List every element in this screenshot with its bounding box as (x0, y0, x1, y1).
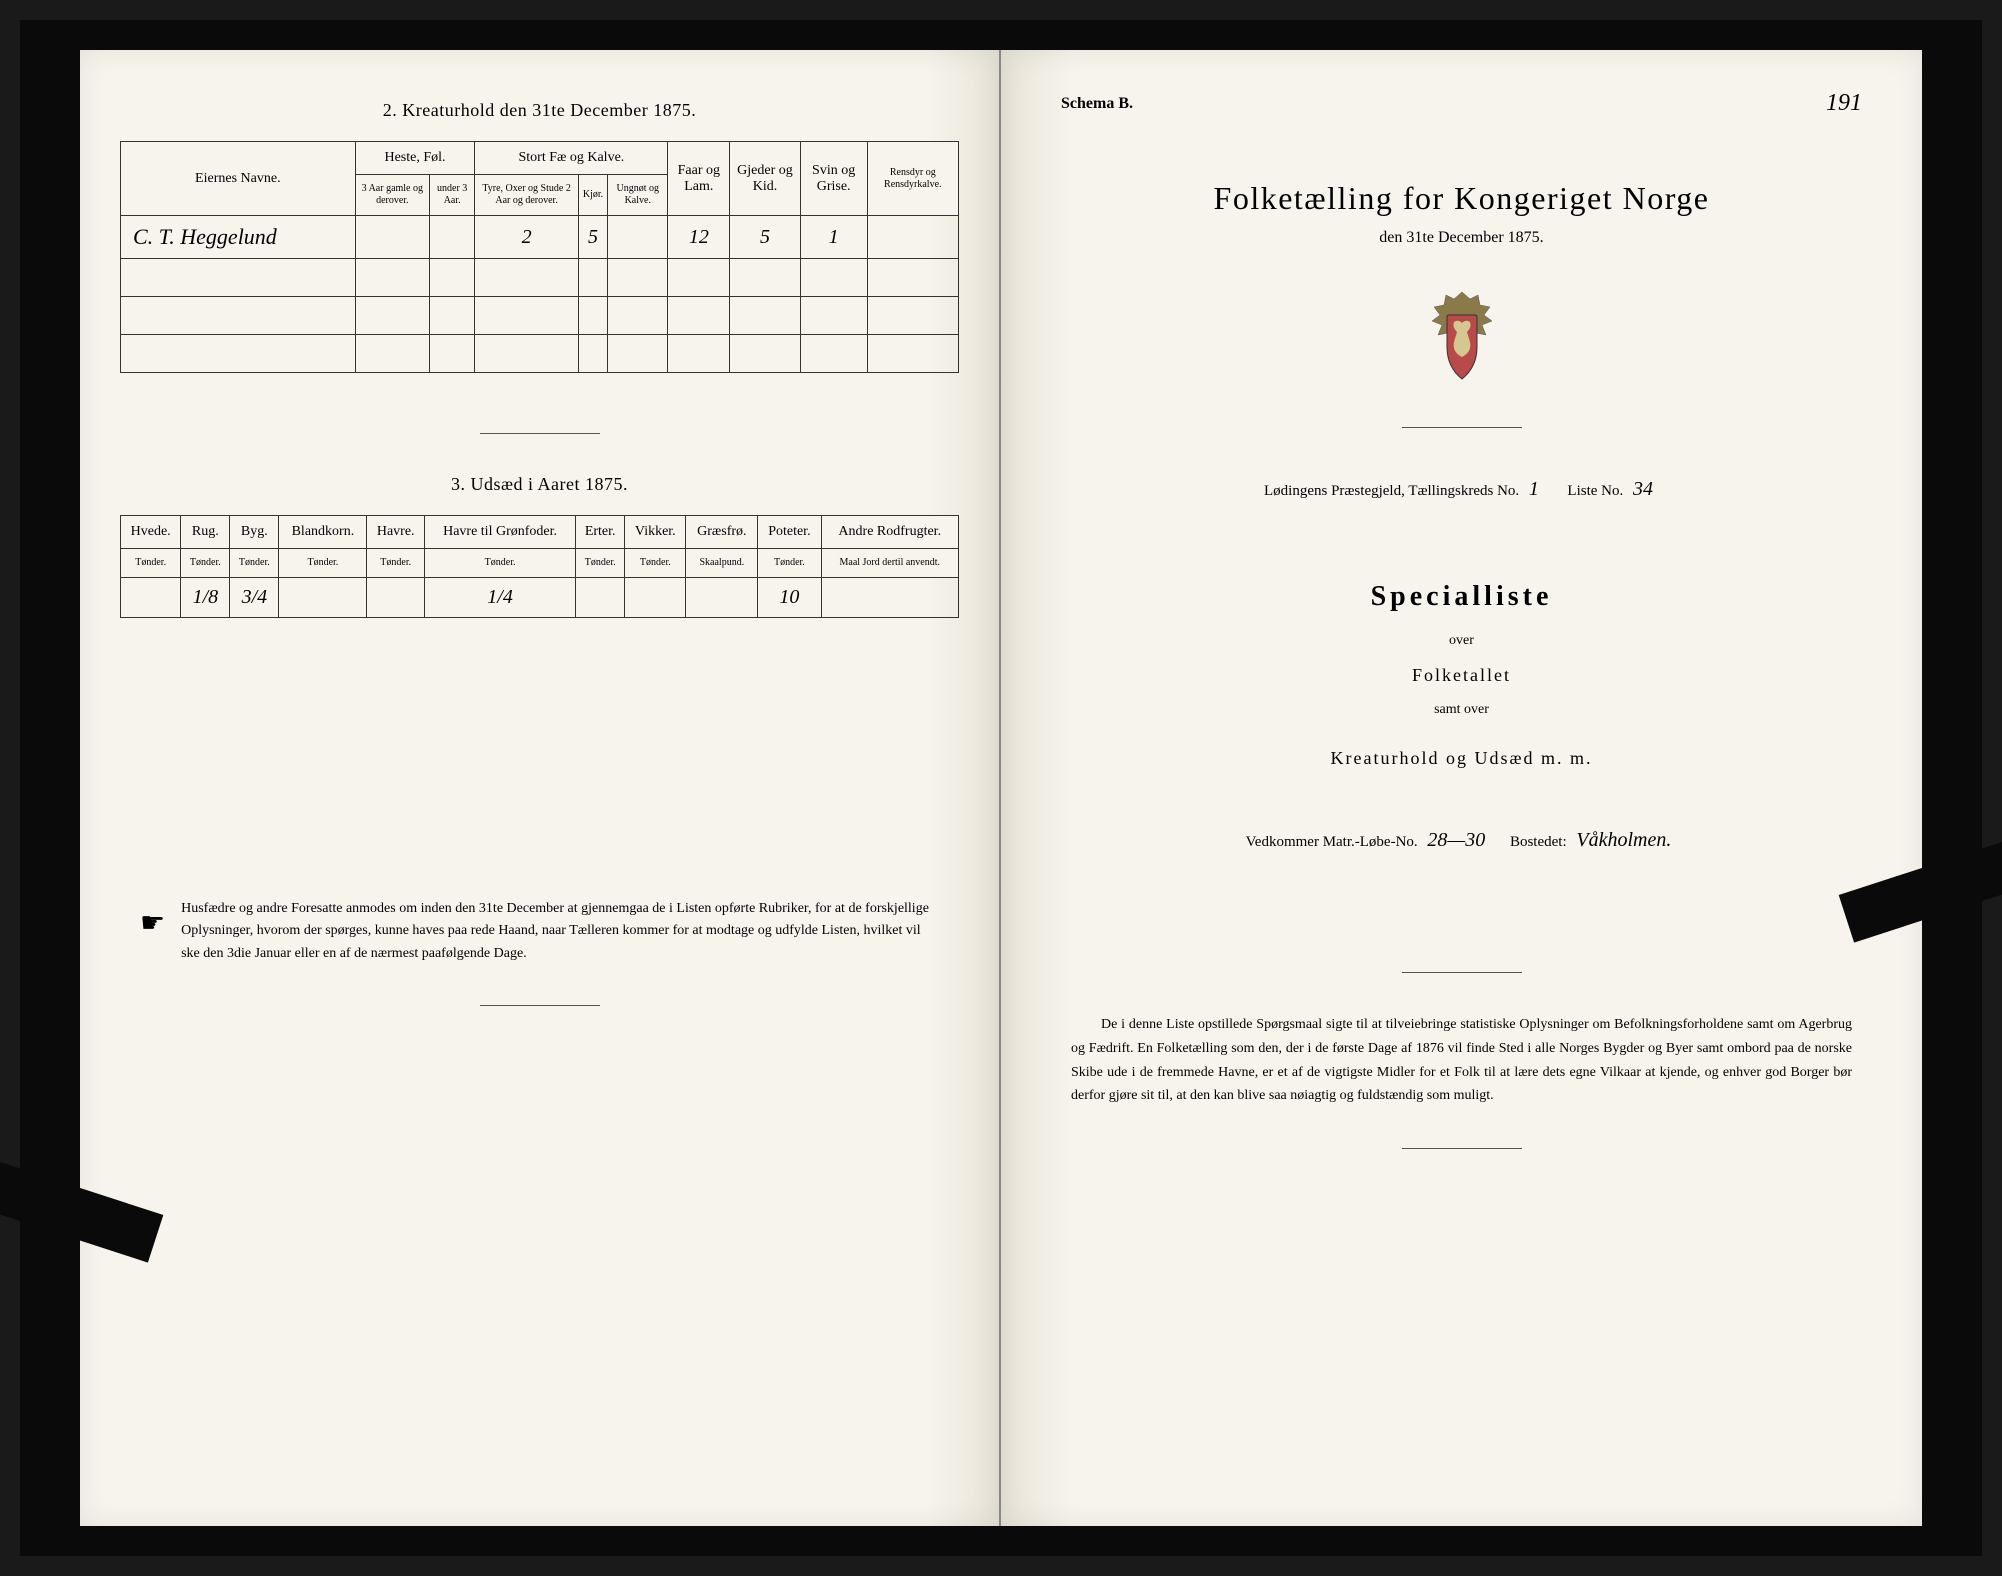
cell-storfe-b: 5 (578, 216, 607, 259)
cell (279, 578, 367, 618)
samt-over-label: samt over (1041, 702, 1882, 718)
cell (821, 578, 959, 618)
th-heste-a: 3 Aar gamle og derover. (355, 175, 429, 216)
kreatur-label: Kreaturhold og Udsæd m. m. (1041, 748, 1882, 769)
th-unit: Tønder. (181, 549, 230, 578)
th-storfe: Stort Fæ og Kalve. (475, 142, 668, 175)
divider (1402, 427, 1522, 428)
over-label: over (1041, 633, 1882, 649)
th-heste-b: under 3 Aar. (430, 175, 475, 216)
cell-rug: 1/8 (181, 578, 230, 618)
liste-no: 34 (1627, 478, 1659, 500)
table-row (121, 297, 959, 335)
cell (576, 578, 625, 618)
th-storfe-b: Kjør. (578, 175, 607, 216)
bostedet-value: Våkholmen. (1570, 829, 1677, 851)
th-blandkorn: Blandkorn. (279, 516, 367, 549)
bostedet-label: Bostedet: (1510, 834, 1567, 850)
parish-no: 1 (1523, 478, 1545, 500)
divider (480, 1005, 600, 1006)
cell-storfe-a: 2 (475, 216, 578, 259)
specialliste-title: Specialliste (1041, 581, 1882, 613)
th-unit: Maal Jord dertil anvendt. (821, 549, 959, 578)
th-poteter: Poteter. (758, 516, 821, 549)
th-andre: Andre Rodfrugter. (821, 516, 959, 549)
bottom-paragraph: De i denne Liste opstillede Spørgsmaal s… (1041, 1013, 1882, 1108)
bosted-line: Vedkommer Matr.-Løbe-No. 28—30 Bostedet:… (1041, 829, 1882, 852)
th-unit: Tønder. (230, 549, 279, 578)
cell (608, 216, 668, 259)
th-vikker: Vikker. (625, 516, 686, 549)
th-unit: Tønder. (758, 549, 821, 578)
parish-prefix: Lødingens Præstegjeld, Tællingskreds No. (1264, 483, 1519, 499)
th-unit: Tønder. (576, 549, 625, 578)
th-svin: Svin og Grise. (800, 142, 867, 216)
cell-gjeder: 5 (730, 216, 801, 259)
parish-line: Lødingens Præstegjeld, Tællingskreds No.… (1041, 478, 1882, 501)
book-spread: 2. Kreaturhold den 31te December 1875. E… (20, 20, 1982, 1556)
th-heste: Heste, Føl. (355, 142, 475, 175)
divider (1402, 1148, 1522, 1149)
th-havre: Havre. (367, 516, 424, 549)
table-row: C. T. Heggelund 2 5 12 5 1 (121, 216, 959, 259)
left-page: 2. Kreaturhold den 31te December 1875. E… (80, 50, 1001, 1526)
cell (367, 578, 424, 618)
th-hvede: Hvede. (121, 516, 181, 549)
schema-label: Schema B. (1061, 95, 1133, 113)
th-storfe-a: Tyre, Oxer og Stude 2 Aar og derover. (475, 175, 578, 216)
cell-faar: 12 (668, 216, 730, 259)
th-ren: Rensdyr og Rensdyrkalve. (867, 142, 958, 216)
right-page: Schema B. 191 Folketælling for Kongerige… (1001, 50, 1922, 1526)
table2-title: 2. Kreaturhold den 31te December 1875. (120, 100, 959, 121)
udsaed-table: Hvede. Rug. Byg. Blandkorn. Havre. Havre… (120, 515, 959, 618)
cell-svin: 1 (800, 216, 867, 259)
th-unit: Tønder. (367, 549, 424, 578)
kreaturhold-table: Eiernes Navne. Heste, Føl. Stort Fæ og K… (120, 141, 959, 373)
table-row (121, 259, 959, 297)
cell (121, 578, 181, 618)
lobe-no: 28—30 (1421, 829, 1491, 851)
vedkommer-label: Vedkommer Matr.-Løbe-No. (1246, 834, 1418, 850)
th-graesfroe: Græsfrø. (686, 516, 758, 549)
footnote: ☛ Husfædre og andre Foresatte anmodes om… (120, 898, 959, 965)
th-storfe-c: Ungnøt og Kalve. (608, 175, 668, 216)
th-havre-gron: Havre til Grønfoder. (424, 516, 575, 549)
coat-of-arms-icon (1422, 287, 1502, 387)
divider (1402, 972, 1522, 973)
divider (480, 433, 600, 434)
page-number: 191 (1826, 90, 1862, 117)
folketallet-label: Folketallet (1041, 665, 1882, 686)
cell-byg: 3/4 (230, 578, 279, 618)
cell-poteter: 10 (758, 578, 821, 618)
right-content: Folketælling for Kongeriget Norge den 31… (1041, 100, 1882, 1149)
subtitle: den 31te December 1875. (1041, 229, 1882, 247)
table3-title: 3. Udsæd i Aaret 1875. (120, 474, 959, 495)
th-byg: Byg. (230, 516, 279, 549)
th-unit: Tønder. (625, 549, 686, 578)
th-unit: Tønder. (424, 549, 575, 578)
th-rug: Rug. (181, 516, 230, 549)
table-row (121, 335, 959, 373)
cell (430, 216, 475, 259)
th-erter: Erter. (576, 516, 625, 549)
cell (355, 216, 429, 259)
cell (686, 578, 758, 618)
th-unit: Tønder. (279, 549, 367, 578)
cell (625, 578, 686, 618)
liste-label: Liste No. (1567, 483, 1623, 499)
th-unit: Skaalpund. (686, 549, 758, 578)
cell (867, 216, 958, 259)
cell-owner: C. T. Heggelund (121, 216, 356, 259)
footnote-text: Husfædre og andre Foresatte anmodes om i… (181, 898, 939, 965)
th-faar: Faar og Lam. (668, 142, 730, 216)
table-row: 1/8 3/4 1/4 10 (121, 578, 959, 618)
cell-havre-gron: 1/4 (424, 578, 575, 618)
th-gjeder: Gjeder og Kid. (730, 142, 801, 216)
pointing-hand-icon: ☛ (140, 902, 165, 965)
main-title: Folketælling for Kongeriget Norge (1041, 180, 1882, 217)
th-unit: Tønder. (121, 549, 181, 578)
th-owner: Eiernes Navne. (121, 142, 356, 216)
